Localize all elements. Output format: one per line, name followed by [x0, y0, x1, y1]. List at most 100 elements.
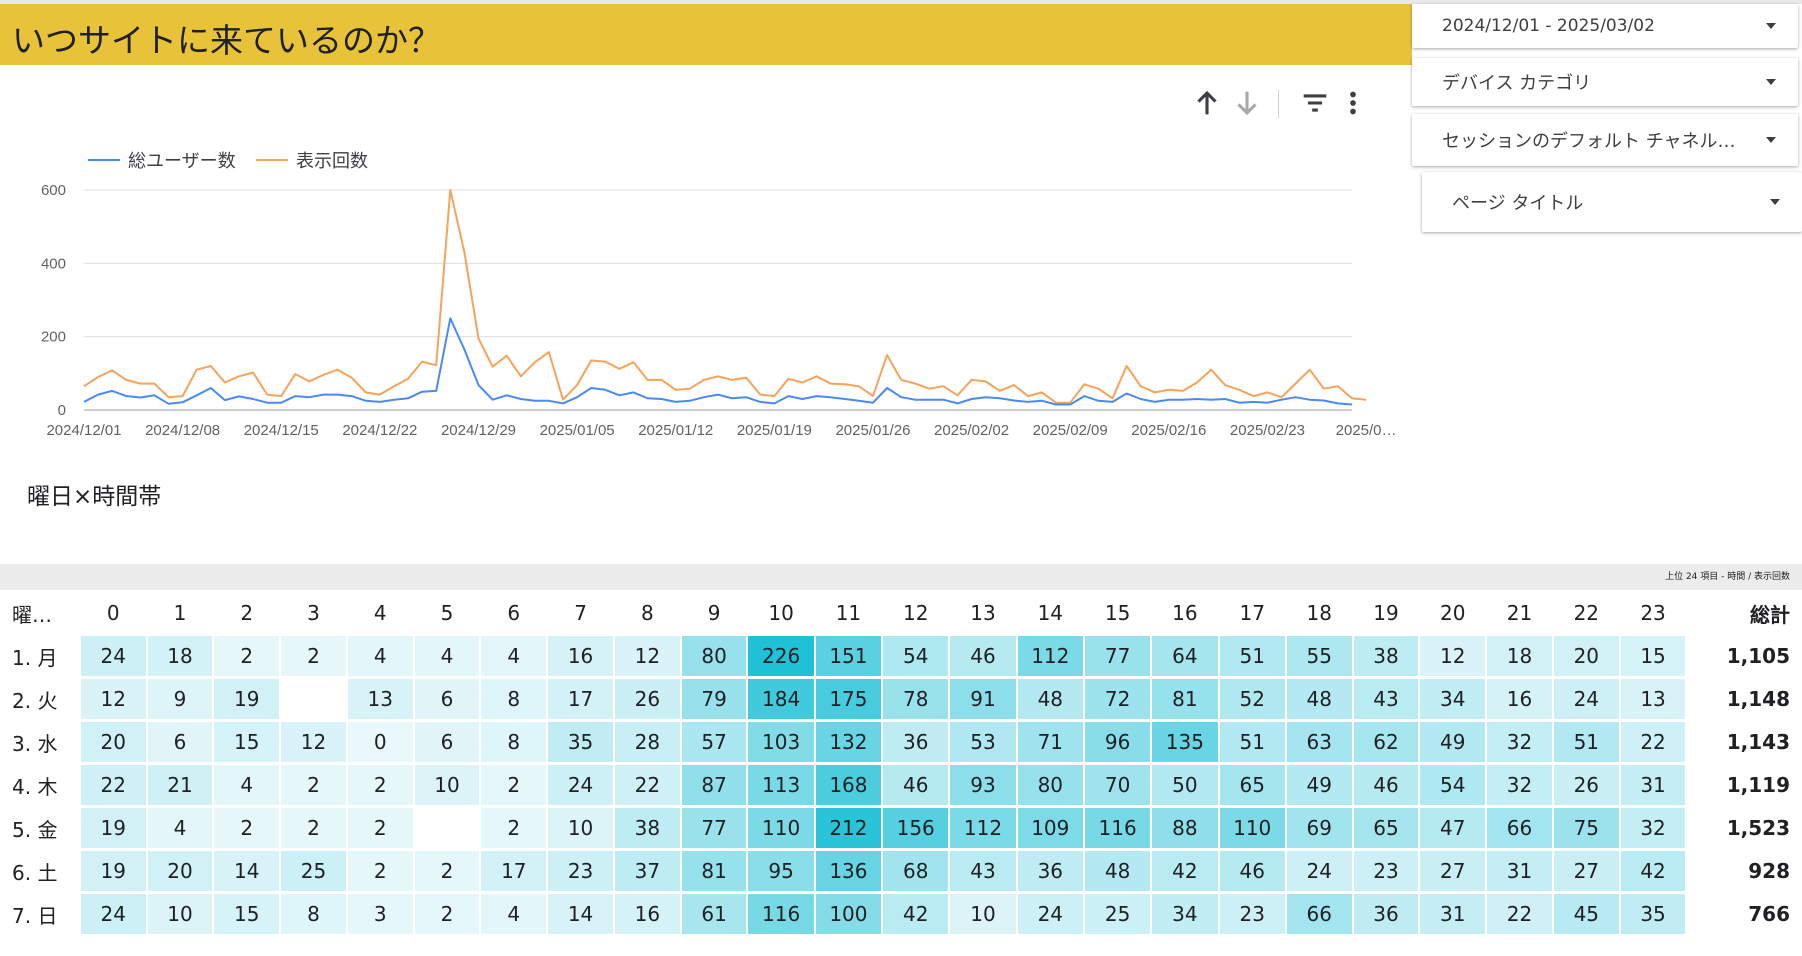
heat-cell: 91 — [950, 679, 1016, 719]
column-header: 23 — [1640, 601, 1666, 625]
heat-cell — [281, 679, 346, 719]
table-row[interactable]: 2. 火 12 9 19 13 6 8 17 26 79 184 175 78 91 48 72 81 52 48 4… — [2, 679, 1800, 719]
default-channel-filter[interactable]: セッションのデフォルト チャネル… — [1412, 114, 1798, 166]
table-row[interactable]: 7. 日 24 10 15 8 3 2 4 14 16 61 116 100 42 10 24 25 34 23 66… — [2, 894, 1800, 934]
heat-cell: 71 — [1017, 722, 1083, 762]
heat-cell: 47 — [1420, 808, 1486, 848]
heat-cell: 61 — [681, 894, 747, 934]
heat-cell: 14 — [548, 894, 613, 934]
heat-cell: 110 — [1219, 808, 1285, 848]
column-header: 8 — [640, 601, 654, 625]
heat-cell: 69 — [1286, 808, 1352, 848]
heat-cell: 65 — [1219, 765, 1285, 805]
column-header: 7 — [574, 601, 587, 625]
heat-cell: 116 — [1084, 808, 1151, 848]
heat-cell: 46 — [1353, 765, 1419, 805]
heat-cell: 16 — [548, 636, 613, 676]
heat-cell: 63 — [1286, 722, 1352, 762]
row-label: 1. 月 — [2, 636, 79, 676]
table-row[interactable]: 3. 水 20 6 15 12 0 6 8 35 28 57 103 132 36 53 71 96 135 51 6… — [2, 722, 1800, 762]
column-header: 3 — [307, 601, 320, 625]
heat-cell: 110 — [748, 808, 814, 848]
toolbar-divider — [1278, 90, 1279, 118]
device-category-label: デバイス カテゴリ — [1442, 73, 1592, 94]
heatmap-title: 曜日×時間帯 — [27, 484, 162, 510]
heat-cell: 46 — [950, 636, 1016, 676]
heat-cell: 42 — [1152, 851, 1218, 891]
heat-cell: 4 — [414, 636, 480, 676]
arrow-up-icon[interactable] — [1190, 86, 1224, 120]
heat-cell: 72 — [1084, 679, 1151, 719]
heat-cell: 46 — [1219, 851, 1285, 891]
heat-cell: 24 — [1553, 679, 1619, 719]
heat-cell: 12 — [281, 722, 346, 762]
heat-cell: 50 — [1152, 765, 1218, 805]
heat-cell: 226 — [748, 636, 814, 676]
legend-item-users[interactable]: 総ユーザー数 — [88, 147, 236, 173]
heat-cell: 151 — [815, 636, 882, 676]
column-header: 22 — [1573, 601, 1600, 625]
y-tick-label: 400 — [41, 255, 66, 272]
heat-cell: 31 — [1620, 765, 1686, 805]
column-header: 17 — [1239, 601, 1265, 625]
heat-cell: 20 — [1553, 636, 1619, 676]
heat-cell: 103 — [748, 722, 814, 762]
heat-cell: 0 — [347, 722, 413, 762]
column-header: 18 — [1306, 601, 1332, 625]
heatmap-header-row: 曜… 0 1 2 3 4 5 6 7 8 9 10 11 12 13 14 15 16 17 18 19 20 21 22 23… — [2, 593, 1800, 633]
heat-cell: 2 — [347, 808, 413, 848]
column-header: 20 — [1440, 601, 1466, 625]
x-tick-label: 2025/01/12 — [638, 422, 713, 439]
heat-cell: 54 — [883, 636, 949, 676]
filter-icon[interactable] — [1298, 86, 1332, 120]
heat-cell: 57 — [681, 722, 747, 762]
row-label: 2. 火 — [2, 679, 79, 719]
table-row[interactable]: 6. 土 19 20 14 25 2 2 17 23 37 81 95 136 68 43 36 48 42 46 2… — [2, 851, 1800, 891]
heat-cell: 32 — [1487, 765, 1552, 805]
heat-cell: 2 — [481, 808, 547, 848]
heat-cell: 24 — [80, 636, 146, 676]
heat-cell: 113 — [748, 765, 814, 805]
heat-cell: 22 — [1620, 722, 1686, 762]
heat-cell: 62 — [1353, 722, 1419, 762]
device-category-filter[interactable]: デバイス カテゴリ — [1412, 58, 1798, 106]
heat-cell: 6 — [414, 722, 480, 762]
heat-cell: 23 — [1353, 851, 1419, 891]
heat-cell: 49 — [1286, 765, 1352, 805]
heat-cell: 16 — [614, 894, 680, 934]
arrow-down-icon[interactable] — [1230, 86, 1264, 120]
row-total: 1,119 — [1687, 765, 1800, 805]
heat-cell: 42 — [883, 894, 949, 934]
table-row[interactable]: 1. 月 24 18 2 2 4 4 4 16 12 80 226 151 54 46 112 77 64 51 55… — [2, 636, 1800, 676]
heat-cell: 48 — [1286, 679, 1352, 719]
heat-cell: 13 — [1620, 679, 1686, 719]
heat-cell: 18 — [1487, 636, 1552, 676]
date-range-picker[interactable]: 2024/12/01 - 2025/03/02 — [1412, 4, 1798, 48]
heat-cell: 37 — [614, 851, 680, 891]
page-title-filter[interactable]: ページ タイトル — [1422, 172, 1802, 232]
row-label: 3. 水 — [2, 722, 79, 762]
more-vert-icon[interactable] — [1336, 86, 1370, 120]
heat-cell: 53 — [950, 722, 1016, 762]
heat-cell: 17 — [481, 851, 547, 891]
heat-cell: 32 — [1487, 722, 1552, 762]
heat-cell: 36 — [1017, 851, 1083, 891]
heat-cell: 8 — [281, 894, 346, 934]
heat-cell: 27 — [1553, 851, 1619, 891]
chevron-down-icon — [1770, 199, 1780, 205]
heat-cell: 116 — [748, 894, 814, 934]
heat-cell: 43 — [1353, 679, 1419, 719]
table-row[interactable]: 5. 金 19 4 2 2 2 2 10 38 77 110 212 156 112 109 116 88 110… — [2, 808, 1800, 848]
column-header: 13 — [970, 601, 996, 625]
column-header: 4 — [373, 601, 387, 625]
table-header-band: 上位 24 項目 - 時間 / 表示回数 — [0, 564, 1802, 590]
x-tick-label: 2025/02/16 — [1131, 422, 1206, 439]
heat-cell: 64 — [1152, 636, 1218, 676]
heat-cell: 81 — [681, 851, 747, 891]
legend-item-views[interactable]: 表示回数 — [256, 147, 368, 173]
table-row[interactable]: 4. 木 22 21 4 2 2 10 2 24 22 87 113 168 46 93 80 70 50 65 49… — [2, 765, 1800, 805]
heat-cell: 93 — [950, 765, 1016, 805]
heat-cell: 32 — [1620, 808, 1686, 848]
heat-cell: 87 — [681, 765, 747, 805]
row-total: 928 — [1687, 851, 1800, 891]
